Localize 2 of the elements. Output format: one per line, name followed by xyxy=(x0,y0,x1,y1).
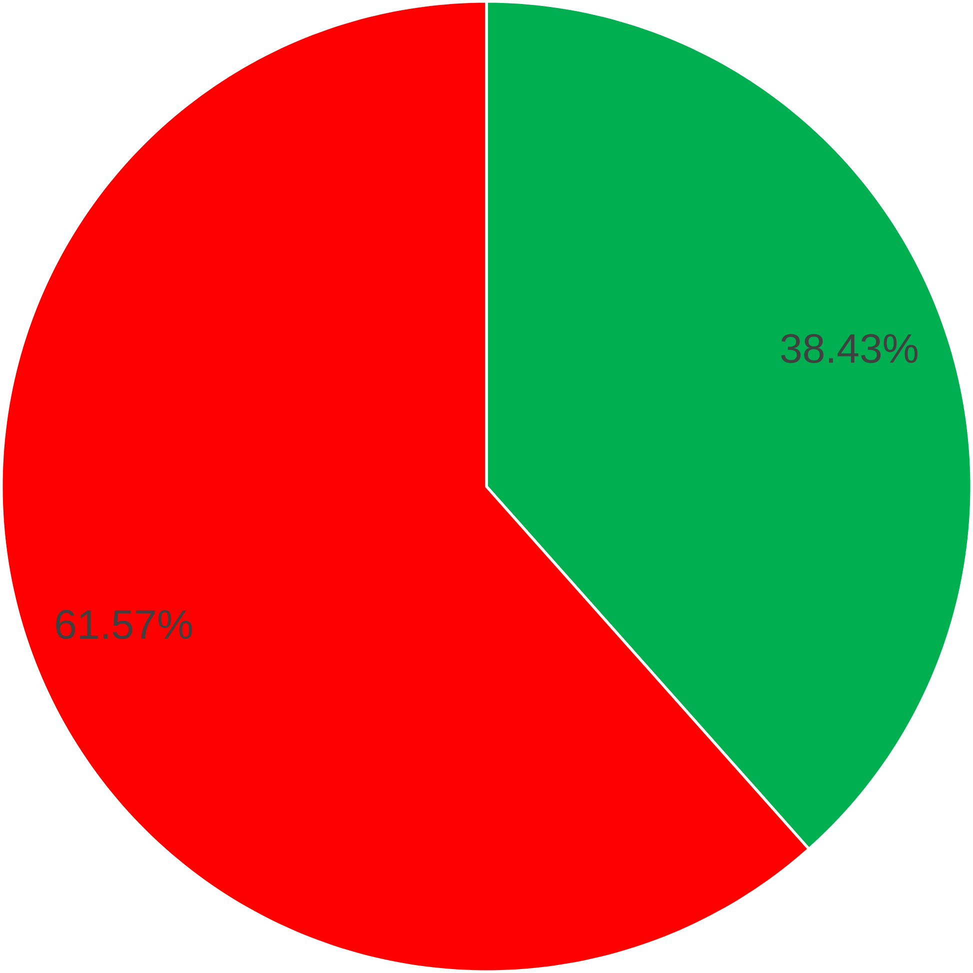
data-label: 38.43% xyxy=(781,334,918,364)
data-label: 61.57% xyxy=(56,610,192,640)
